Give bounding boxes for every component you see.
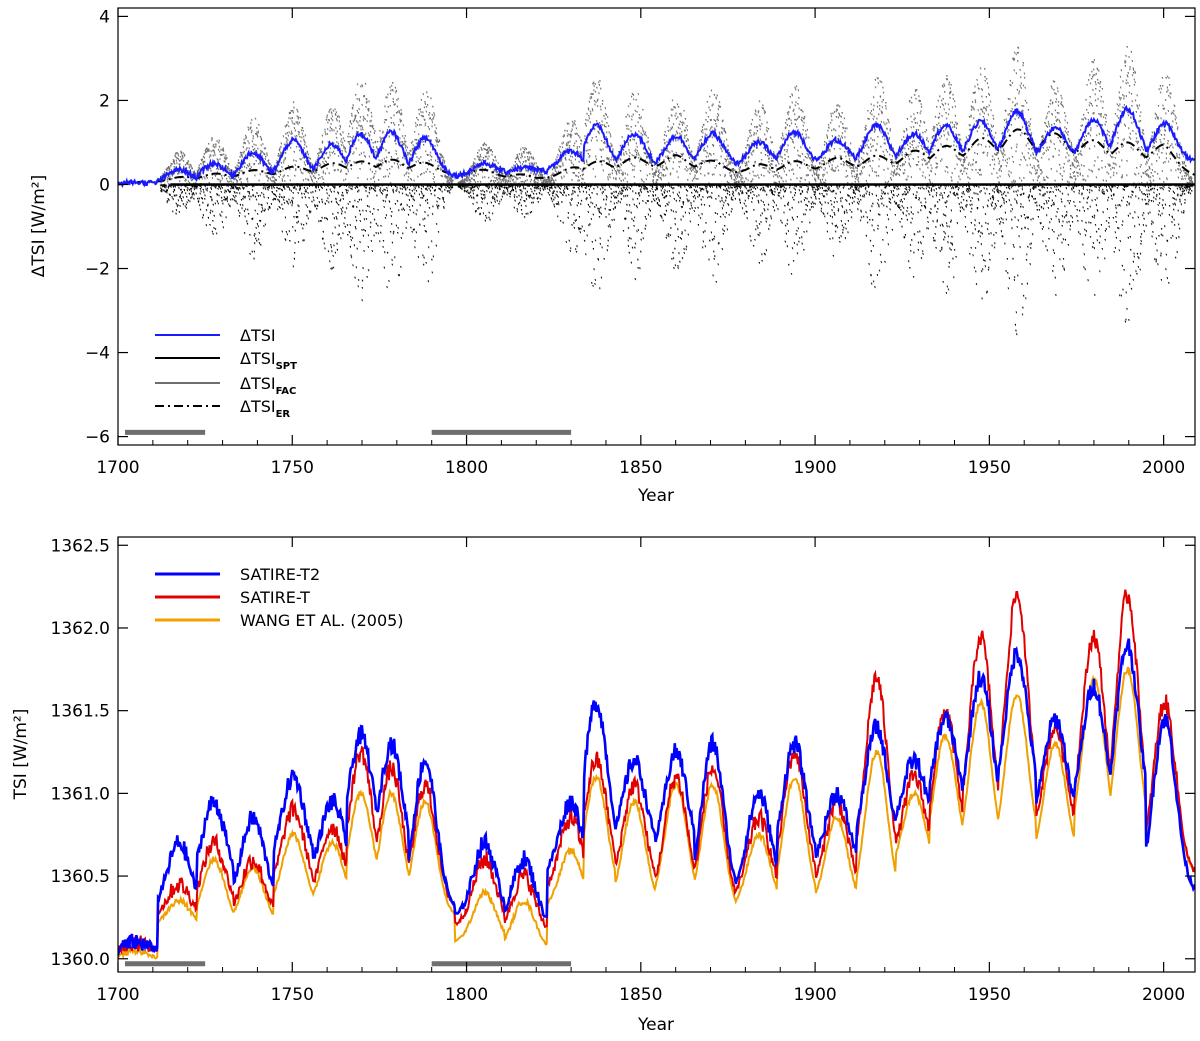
dtsi-er-line [118,128,1195,186]
x-tick-label: 1850 [619,985,662,1005]
top-panel: 1700 1750 1800 1850 1900 1950 2000 −6 −4 −2 0 2 4 Ye… [29,7,1196,506]
y-tick-label: 1362.0 [51,619,110,639]
dtsi-line [118,104,1195,189]
y-tick-label: −6 [85,428,110,448]
x-tick-label: 1800 [445,985,488,1005]
legend-label-dtsi-spt: ΔTSISPT [240,349,297,372]
x-tick-label: 1750 [271,985,314,1005]
bottom-panel: 1700 1750 1800 1850 1900 1950 2000 1360.0 1360.5… [11,536,1196,1035]
x-tick-label: 2000 [1142,985,1185,1005]
x-tick-label: 1800 [445,458,488,478]
x-tick-label: 2000 [1142,458,1185,478]
top-x-axis-title: Year [637,486,674,506]
satire-t2-line [118,638,1195,957]
y-tick-label: 1361.0 [51,784,110,804]
x-tick-label: 1950 [968,458,1011,478]
top-ticks: 1700 1750 1800 1850 1900 1950 2000 −6 −4 −2 0 2 4 [85,7,1195,478]
y-tick-label: −2 [85,260,110,280]
x-tick-label: 1900 [793,985,836,1005]
top-plot-area [118,46,1195,435]
y-tick-label: −4 [85,344,110,364]
bottom-ticks: 1700 1750 1800 1850 1900 1950 2000 1360.0 1360.5… [51,536,1195,1005]
y-tick-label: 2 [99,91,110,111]
x-tick-label: 1950 [968,985,1011,1005]
bottom-axes-frame [117,536,1196,973]
top-y-axis-title: ΔTSI [W/m²] [29,175,49,277]
legend-label-satire-t2: SATIRE-T2 [240,565,320,584]
y-tick-label: 1360.5 [51,867,110,887]
legend-label-satire-t: SATIRE-T [240,588,310,607]
y-tick-label: 1360.0 [51,950,110,970]
bottom-plot-area [118,589,1195,967]
y-tick-label: 1361.5 [51,702,110,722]
legend-label-dtsi-er: ΔTSIER [240,397,290,420]
x-tick-label: 1900 [793,458,836,478]
y-tick-label: 1362.5 [51,536,110,556]
y-tick-label: 4 [99,7,110,27]
x-tick-label: 1850 [619,458,662,478]
wang-2005-line [118,666,1195,960]
legend-label-wang: WANG ET AL. (2005) [240,611,404,630]
bottom-x-axis-title: Year [637,1015,674,1035]
dtsi-spt-scatter [159,184,1194,336]
y-tick-label: 0 [99,175,110,195]
legend-label-dtsi-fac: ΔTSIFAC [240,374,296,397]
legend-label-dtsi: ΔTSI [240,326,276,345]
x-tick-label: 1750 [271,458,314,478]
top-legend: ΔTSI ΔTSISPT ΔTSIFAC ΔTSIER [155,326,297,420]
x-tick-label: 1700 [96,458,139,478]
top-axes-frame [117,7,1196,446]
bottom-legend: SATIRE-T2 SATIRE-T WANG ET AL. (2005) [155,565,404,630]
satire-t-line [118,589,1195,955]
bottom-y-axis-title: TSI [W/m²] [11,709,31,801]
x-tick-label: 1700 [96,985,139,1005]
